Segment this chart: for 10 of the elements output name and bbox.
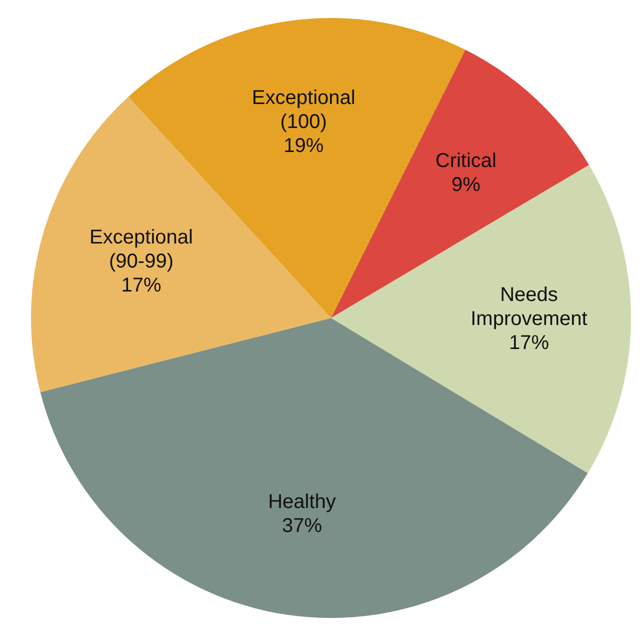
data-label: 19% [284, 134, 324, 157]
data-label: 9% [451, 174, 481, 196]
slice-label: Healthy [268, 490, 336, 513]
slice-label: Needs Improvement [470, 284, 588, 330]
data-label: 17% [121, 274, 162, 296]
slice-label: Exceptional (90-99) [90, 226, 193, 272]
data-label: 37% [282, 514, 322, 537]
slice-label: Exceptional (100) [252, 86, 356, 133]
slice-label: Critical [435, 150, 497, 172]
data-label: 17% [508, 332, 550, 354]
